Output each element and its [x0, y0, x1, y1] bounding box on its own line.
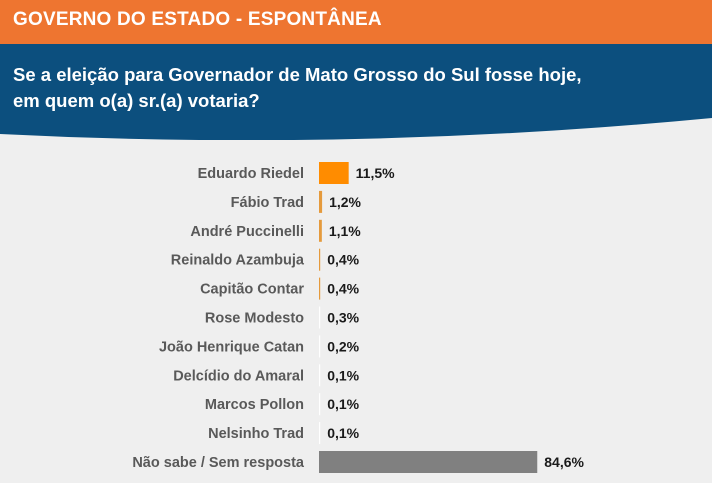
value-label: 84,6% — [544, 454, 584, 470]
category-label: Eduardo Riedel — [198, 166, 304, 182]
value-label: 0,1% — [327, 425, 359, 441]
bar — [319, 306, 321, 329]
value-label: 0,1% — [327, 367, 359, 383]
bar — [319, 335, 321, 358]
value-label: 11,5% — [356, 165, 395, 181]
category-label: Reinaldo Azambuja — [171, 253, 305, 269]
bar — [319, 422, 321, 445]
category-label: André Puccinelli — [190, 224, 304, 240]
category-label: Nelsinho Trad — [208, 426, 304, 442]
value-label: 0,2% — [327, 338, 359, 354]
category-label: Delcídio do Amaral — [173, 368, 304, 384]
survey-question-line-1: Se a eleição para Governador de Mato Gro… — [13, 64, 582, 85]
value-label: 0,3% — [327, 310, 359, 326]
chart-section-title: GOVERNO DO ESTADO - ESPONTÂNEA — [13, 9, 382, 30]
value-label: 1,2% — [329, 194, 361, 210]
title-bar: GOVERNO DO ESTADO - ESPONTÂNEA — [0, 0, 712, 44]
survey-question: Se a eleição para Governador de Mato Gro… — [13, 62, 703, 114]
bar — [319, 451, 538, 473]
category-label: Marcos Pollon — [205, 397, 304, 413]
question-panel-background — [0, 44, 712, 140]
category-label: João Henrique Catan — [159, 339, 304, 355]
category-label: Fábio Trad — [231, 195, 304, 211]
category-label: Não sabe / Sem resposta — [132, 455, 305, 471]
value-label: 0,4% — [327, 281, 359, 297]
bar — [319, 364, 321, 387]
bar — [319, 162, 349, 184]
value-label: 1,1% — [329, 223, 361, 239]
value-label: 0,4% — [327, 252, 359, 268]
question-panel: Se a eleição para Governador de Mato Gro… — [0, 44, 712, 140]
bar — [319, 277, 321, 300]
category-label: Rose Modesto — [205, 311, 304, 327]
survey-question-line-2: em quem o(a) sr.(a) votaria? — [13, 90, 260, 111]
bar — [319, 393, 321, 416]
category-label: Capitão Contar — [200, 282, 304, 298]
value-label: 0,1% — [327, 396, 359, 412]
bar — [319, 248, 321, 271]
bar — [319, 190, 323, 213]
bar — [319, 219, 322, 242]
